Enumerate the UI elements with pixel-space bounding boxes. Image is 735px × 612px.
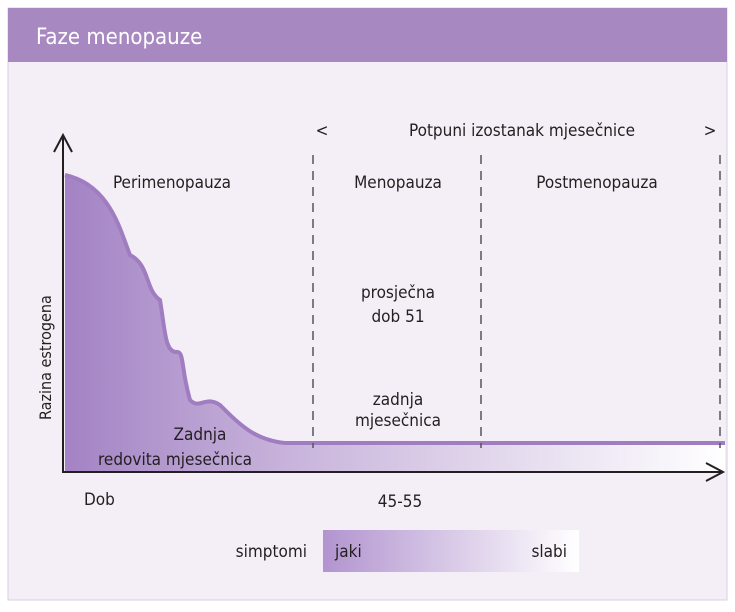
symptom-scale	[323, 530, 579, 572]
header-bar	[8, 8, 727, 62]
phase-label: Perimenopauza	[113, 173, 231, 193]
note: dob 51	[371, 307, 424, 327]
y-axis-label: Razina estrogena	[36, 295, 55, 420]
x-marker: 45-55	[378, 492, 422, 512]
note: mjesečnica	[355, 411, 441, 431]
x-axis-label: Dob	[84, 490, 115, 510]
phase-label: Postmenopauza	[536, 173, 657, 193]
symptom-weak: slabi	[531, 542, 567, 562]
title: Faze menopauze	[36, 25, 202, 50]
span-label: Potpuni izostanak mjesečnice	[409, 121, 635, 141]
note: zadnja	[373, 390, 423, 410]
note: redovita mjesečnica	[98, 450, 252, 470]
estrogen-curve	[64, 173, 725, 445]
span-right: >	[704, 121, 717, 141]
x-arrow	[705, 462, 726, 482]
estrogen-area	[65, 175, 725, 472]
phase-dividers	[312, 155, 721, 448]
span-left: <	[316, 121, 329, 141]
symptom-label: simptomi	[236, 542, 307, 562]
axes	[53, 132, 726, 482]
symptom-strong: jaki	[334, 542, 362, 562]
note: Zadnja	[174, 425, 227, 445]
note: prosječna	[361, 283, 435, 303]
y-arrow	[53, 132, 73, 153]
phase-label: Menopauza	[354, 173, 442, 193]
